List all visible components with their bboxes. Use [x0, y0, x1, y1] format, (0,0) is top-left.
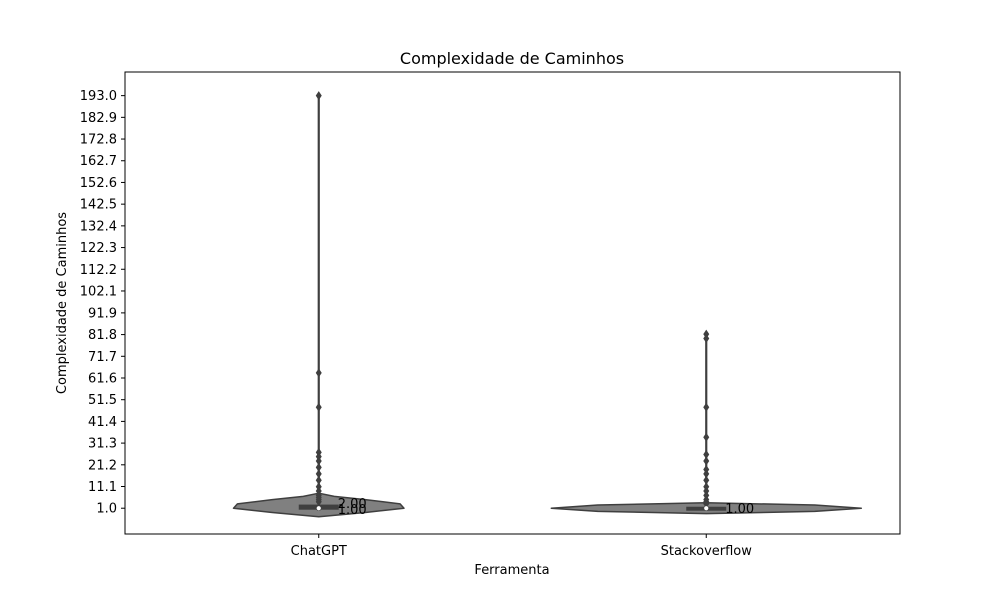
- y-tick-label: 172.8: [80, 133, 117, 148]
- outlier-point: [315, 497, 322, 507]
- violins: 2.001.00 1.00: [232, 91, 863, 518]
- y-tick-label: 122.3: [80, 241, 117, 256]
- y-tick-label: 21.2: [88, 458, 117, 473]
- y-tick-label: 91.9: [88, 306, 117, 321]
- data-label: 1.00: [725, 502, 754, 517]
- outlier-point: [315, 456, 322, 466]
- outlier-point: [315, 368, 322, 378]
- plot-area: [124, 71, 901, 535]
- outlier-point: [315, 469, 322, 479]
- y-tick-label: 41.4: [88, 415, 117, 430]
- y-tick-label: 51.5: [88, 393, 117, 408]
- y-tick-label: 31.3: [88, 437, 117, 452]
- y-tick-label: 182.9: [80, 111, 117, 126]
- outlier-point: [703, 333, 710, 343]
- y-tick-label: 1.0: [96, 502, 117, 517]
- outlier-point: [703, 456, 710, 466]
- x-axis: ChatGPT Stackoverflow: [291, 534, 753, 559]
- y-tick-label: 81.8: [88, 328, 117, 343]
- data-label: 1.00: [338, 503, 367, 518]
- x-tick-label: Stackoverflow: [661, 544, 753, 559]
- y-tick-label: 112.2: [80, 263, 117, 278]
- y-tick-label: 132.4: [80, 219, 117, 234]
- median-marker: [703, 505, 709, 511]
- outlier-point: [703, 449, 710, 459]
- outlier-point: [315, 91, 322, 101]
- y-tick-label: 11.1: [88, 480, 117, 495]
- median-marker: [316, 505, 322, 511]
- outlier-point: [315, 402, 322, 412]
- y-tick-label: 61.6: [88, 371, 117, 386]
- y-tick-label: 162.7: [80, 154, 117, 169]
- outlier-point: [315, 475, 322, 485]
- y-tick-label: 142.5: [80, 198, 117, 213]
- outlier-point: [315, 462, 322, 472]
- x-tick-label: ChatGPT: [291, 544, 347, 559]
- x-axis-label: Ferramenta: [474, 563, 549, 578]
- outlier-point: [703, 432, 710, 442]
- outlier-point: [703, 469, 710, 479]
- data-label: 2.00: [338, 497, 367, 512]
- outlier-point: [703, 402, 710, 412]
- y-tick-label: 152.6: [80, 176, 117, 191]
- y-tick-label: 71.7: [88, 350, 117, 365]
- y-axis: 1.0 11.1 21.2 31.3 41.4 51.5 61.6 71.7 81.8 91.9 1…: [80, 89, 125, 517]
- outlier-point: [703, 475, 710, 485]
- chart-title: Complexidade de Caminhos: [400, 49, 624, 68]
- y-tick-label: 102.1: [80, 284, 117, 299]
- y-tick-label: 193.0: [80, 89, 117, 104]
- y-axis-label: Complexidade de Caminhos: [55, 212, 70, 394]
